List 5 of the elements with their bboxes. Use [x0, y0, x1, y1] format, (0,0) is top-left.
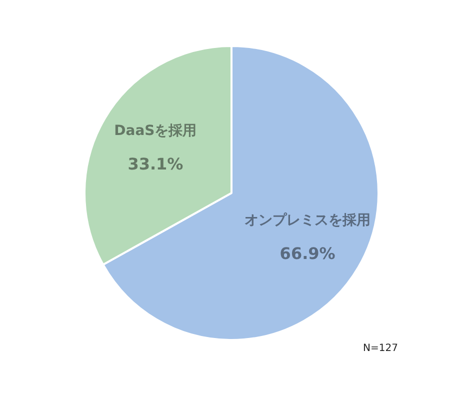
data-label: 66.9% [280, 244, 336, 263]
slice-label: DaaSを採用 [114, 122, 197, 139]
data-label: 33.1% [128, 154, 184, 174]
slice-label: オンプレミスを採用 [244, 211, 371, 228]
text: N=127 [363, 343, 398, 354]
